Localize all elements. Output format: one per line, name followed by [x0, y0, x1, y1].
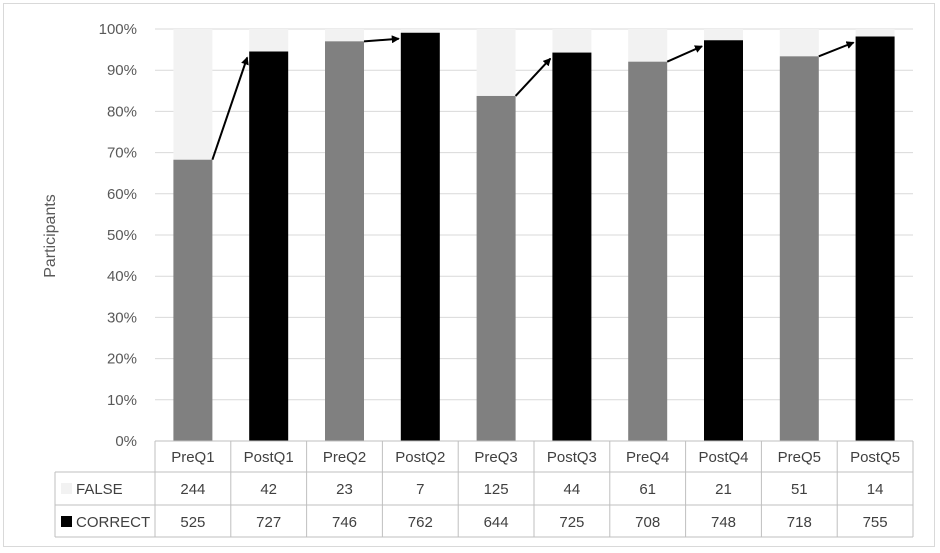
bar-correct	[704, 40, 743, 441]
y-tick-label: 90%	[107, 62, 137, 79]
table-value: 746	[332, 514, 357, 531]
table-value: 51	[791, 481, 808, 498]
y-tick-label: 30%	[107, 309, 137, 326]
legend-key	[61, 483, 72, 494]
pre-post-arrow	[211, 56, 249, 161]
bar-false	[552, 29, 592, 53]
table-value: 525	[180, 514, 205, 531]
table-value: 14	[867, 481, 884, 498]
table-value: 748	[711, 514, 736, 531]
bar-correct	[779, 56, 819, 442]
x-tick-label: PreQ3	[474, 449, 517, 466]
bar-correct	[628, 61, 668, 442]
pre-post-arrow	[818, 41, 855, 58]
x-tick-label: PreQ5	[778, 449, 821, 466]
table-value: 725	[559, 514, 584, 531]
x-tick-label: PostQ3	[547, 449, 597, 466]
bar-correct	[855, 36, 895, 442]
bar-correct	[249, 51, 289, 441]
x-tick-label: PostQ5	[850, 449, 900, 466]
table-value: 244	[180, 481, 205, 498]
bar-false	[173, 29, 213, 160]
legend-label: FALSE	[76, 481, 123, 498]
bar-false	[704, 29, 743, 41]
arrows	[211, 35, 855, 161]
x-tick-label: PostQ4	[698, 449, 748, 466]
y-tick-label: 60%	[107, 186, 137, 203]
bar-false	[400, 29, 440, 33]
bar-false	[779, 29, 819, 57]
legend-label: CORRECT	[76, 514, 150, 531]
y-tick-label: 80%	[107, 103, 137, 120]
table-value: 762	[408, 514, 433, 531]
chart-frame	[3, 3, 935, 547]
y-tick-label: 50%	[107, 227, 137, 244]
bar-correct	[173, 159, 213, 441]
legend-key	[61, 516, 72, 527]
x-tick-label: PreQ4	[626, 449, 669, 466]
y-axis-title: Participants	[42, 194, 59, 278]
bar-correct	[325, 41, 364, 441]
pre-post-arrow	[666, 45, 703, 63]
table-value: 125	[484, 481, 509, 498]
bar-correct	[552, 52, 592, 441]
bars	[173, 29, 895, 442]
bar-false	[855, 29, 895, 37]
pre-post-arrow	[363, 35, 400, 44]
table-value: 708	[635, 514, 660, 531]
table-value: 44	[564, 481, 581, 498]
bar-false	[325, 29, 364, 42]
table-value: 718	[787, 514, 812, 531]
x-tick-label: PostQ1	[244, 449, 294, 466]
bar-false	[249, 29, 289, 52]
table-value: 23	[336, 481, 353, 498]
y-tick-label: 70%	[107, 145, 137, 162]
table-value: 755	[863, 514, 888, 531]
y-tick-label: 20%	[107, 351, 137, 368]
y-tick-label: 40%	[107, 268, 137, 285]
y-tick-labels: 0% 10% 20% 30% 40% 50% 60% 70% 80% 90% 100%	[99, 21, 137, 450]
bar-correct	[476, 95, 516, 441]
table-value: 727	[256, 514, 281, 531]
bar-false	[628, 29, 668, 62]
y-tick-label: 10%	[107, 392, 137, 409]
x-tick-label: PostQ2	[395, 449, 445, 466]
pre-post-arrow	[514, 57, 552, 97]
table-value: 21	[715, 481, 732, 498]
data-table: PreQ1 PostQ1 PreQ2 PostQ2 PreQ3 PostQ3 PreQ4 Po…	[54, 440, 914, 538]
table-value: 644	[484, 514, 509, 531]
table-value: 61	[639, 481, 656, 498]
table-value: 42	[260, 481, 277, 498]
bar-correct	[400, 32, 440, 441]
bar-false	[476, 29, 516, 96]
x-tick-label: PreQ2	[323, 449, 366, 466]
y-tick-label: 0%	[115, 433, 137, 450]
table-value: 7	[416, 481, 424, 498]
y-tick-label: 100%	[99, 21, 137, 38]
x-tick-label: PreQ1	[171, 449, 214, 466]
